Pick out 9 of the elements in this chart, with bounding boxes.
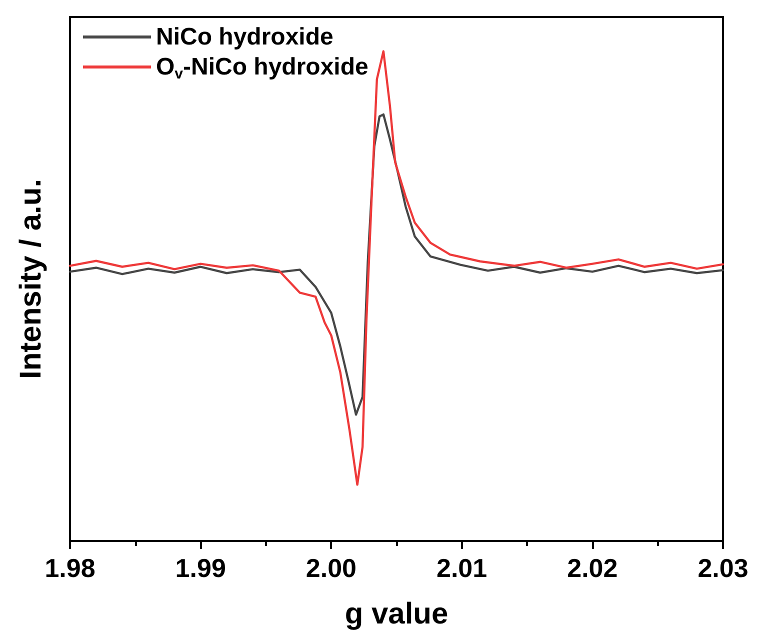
y-axis-title: Intensity / a.u. (14, 178, 48, 380)
x-tick-label: 2.00 (306, 553, 357, 583)
x-tick-label: 2.01 (436, 553, 488, 583)
x-axis-title: g value (344, 598, 448, 630)
x-tick-label: 1.98 (44, 553, 96, 583)
x-tick-label: 1.99 (175, 553, 226, 583)
legend-label: NiCo hydroxide (156, 24, 334, 50)
x-tick-label: 2.02 (567, 553, 618, 583)
x-tick-label: 2.03 (698, 553, 748, 583)
